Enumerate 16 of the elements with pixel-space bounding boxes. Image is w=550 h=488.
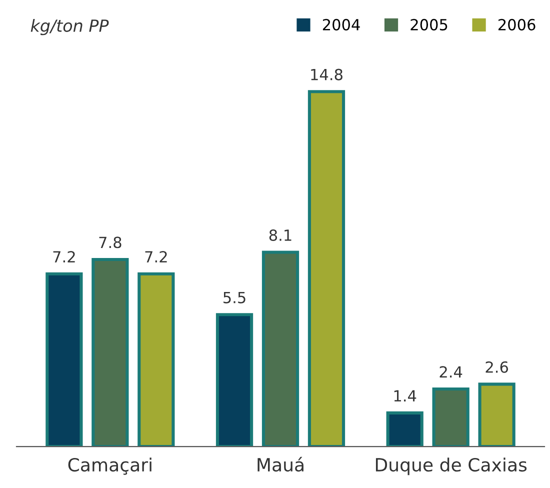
legend-label: 2005: [410, 18, 448, 30]
x-tick-label: Mauá: [258, 456, 304, 472]
x-tick-label: Duque de Caxias: [376, 458, 527, 476]
y-axis-title: kg/ton PP: [30, 19, 109, 36]
data-label: 5.5: [224, 292, 246, 304]
data-label: 2.6: [486, 361, 508, 373]
data-label: 7.8: [99, 236, 122, 248]
data-label: 7.2: [145, 251, 167, 262]
data-label: 7.2: [53, 251, 75, 262]
data-label: 2.4: [440, 366, 462, 378]
x-tick-label: Camaçari: [68, 458, 152, 475]
data-label: 14.8: [311, 68, 342, 80]
legend-label: 2006: [498, 18, 536, 30]
legend-label: 2004: [322, 18, 360, 30]
data-label: 1.4: [394, 390, 416, 402]
data-label: 8.1: [269, 229, 292, 241]
